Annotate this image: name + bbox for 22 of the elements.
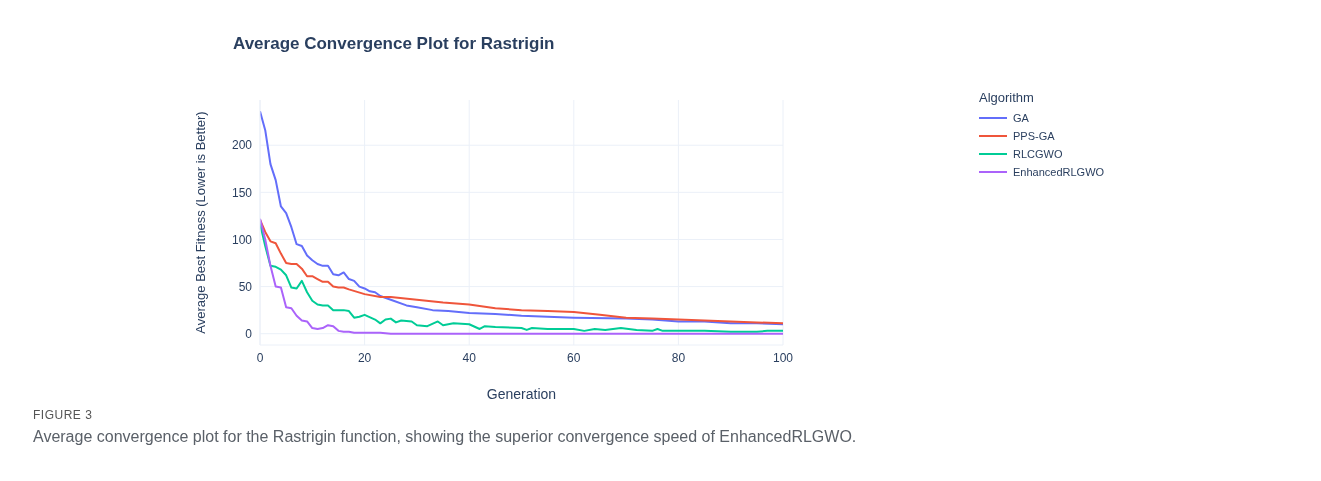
x-tick-label: 40 <box>462 350 477 365</box>
x-tick-label: 0 <box>256 350 264 365</box>
y-axis-title: Average Best Fitness (Lower is Better) <box>192 111 208 334</box>
y-tick-label: 100 <box>231 232 253 247</box>
legend-label: RLCGWO <box>1013 148 1063 160</box>
x-axis-title: Generation <box>486 386 557 402</box>
x-tick-label: 80 <box>671 350 686 365</box>
x-tick-label: 20 <box>357 350 372 365</box>
text: Average convergence plot for the Rastrigin function, showing the superior convergence speed of EnhancedRLGWO. <box>33 428 857 446</box>
y-tick-label: 200 <box>231 138 253 153</box>
line-series <box>260 110 783 326</box>
caption: FIGURE 3 <box>33 408 93 422</box>
y-tick-label: 150 <box>231 185 253 200</box>
legend-label: EnhancedRLGWO <box>1013 166 1105 178</box>
legend-title: Algorithm <box>979 90 1035 105</box>
legend-label: PPS-GA <box>1013 130 1055 142</box>
x-tick-label: 60 <box>567 350 581 365</box>
legend-label: GA <box>1013 112 1029 124</box>
x-tick-label: 100 <box>772 350 794 365</box>
y-tick-label: 0 <box>245 326 253 341</box>
chart-title: Average Convergence Plot for Rastrigin <box>233 34 555 54</box>
y-tick-label: 50 <box>238 279 253 294</box>
